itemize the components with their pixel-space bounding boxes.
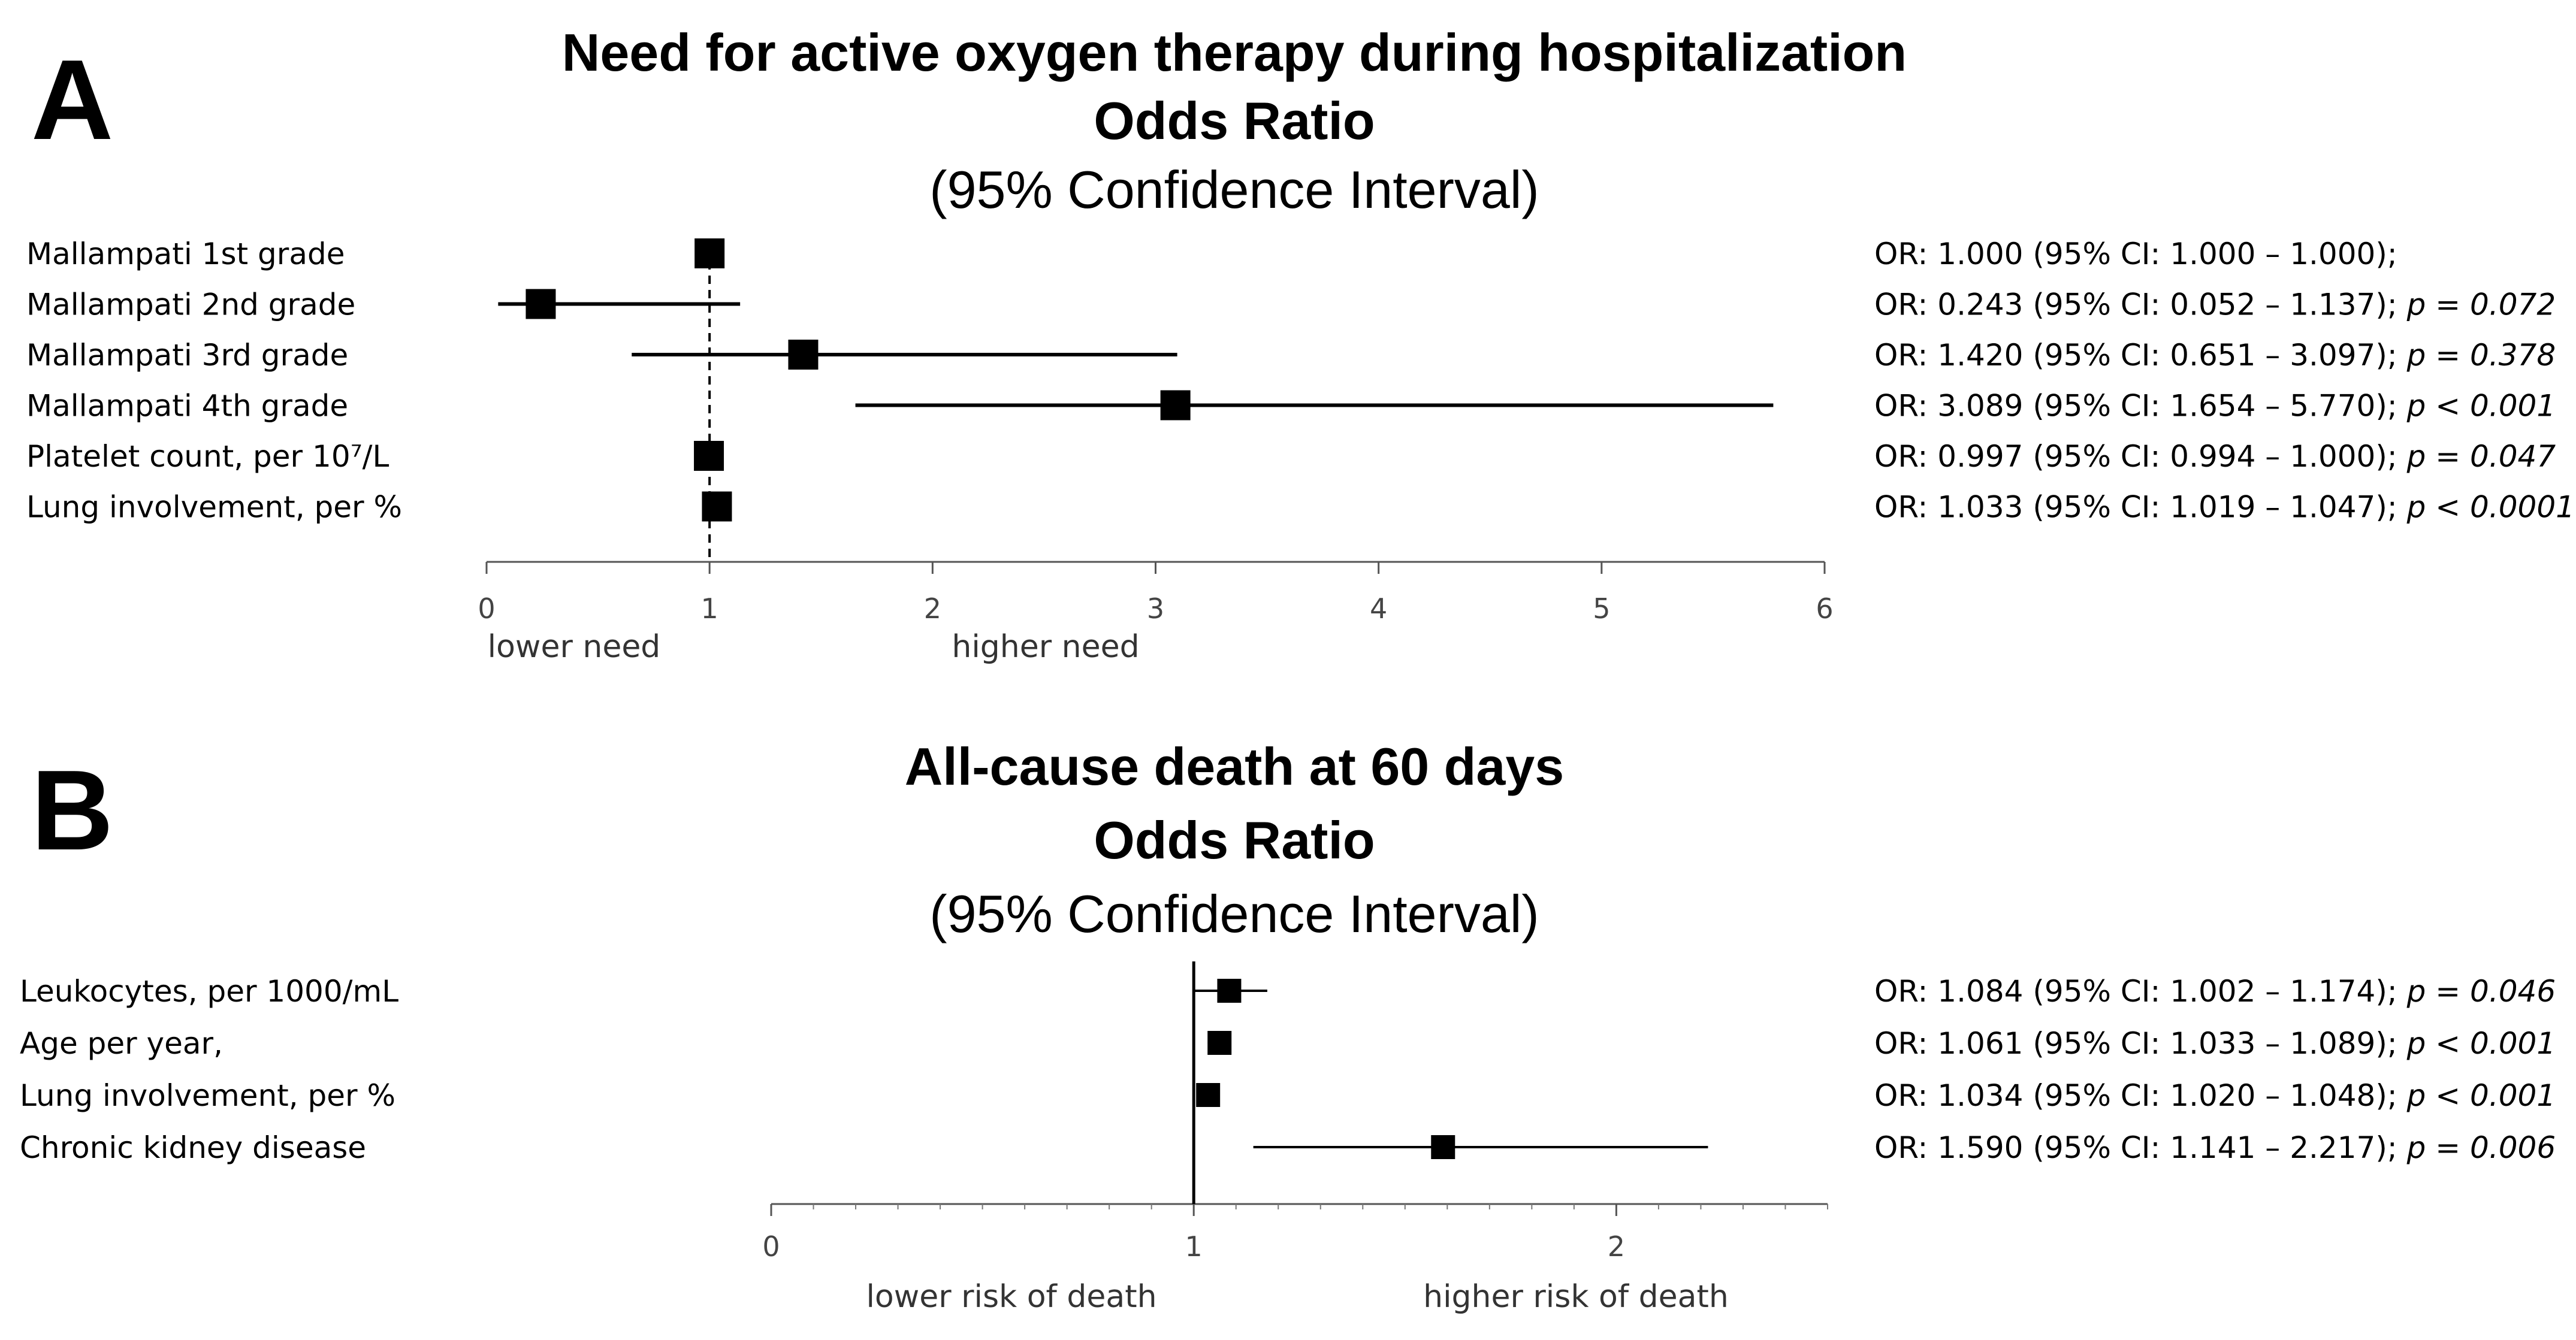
- panel-a-tick-label-4: 4: [1370, 592, 1387, 625]
- panel-b-row-label: Leukocytes, per 1000/mL: [20, 974, 398, 1009]
- panel-b-or-marker: [1196, 1083, 1221, 1107]
- panel-a-row-annotation: OR: 0.997 (95% CI: 0.994 – 1.000); p = 0…: [1874, 439, 2556, 474]
- panel-a-row-annotation: OR: 0.243 (95% CI: 0.052 – 1.137); p = 0…: [1874, 288, 2556, 322]
- panel-a-tick-label-2: 2: [924, 592, 941, 625]
- panel-a-row-label: Lung involvement, per %: [26, 490, 402, 525]
- panel-a-title-line-1: Need for active oxygen therapy during ho…: [562, 23, 1907, 82]
- annotation-or-ci: OR: 0.243 (95% CI: 0.052 – 1.137);: [1874, 288, 2407, 322]
- panel-a-title-line-3: (95% Confidence Interval): [929, 160, 1539, 219]
- panel-a-row-annotation: OR: 1.420 (95% CI: 0.651 – 3.097); p = 0…: [1874, 338, 2556, 373]
- panel-a-forest-plot: 0 1 2 3 4 5 6 Mallampati 1st grade OR: 1.000 (95…: [26, 237, 2575, 665]
- panel-a-row-label: Platelet count, per 10⁷/L: [26, 439, 389, 474]
- panel-b-row-label: Chronic kidney disease: [20, 1130, 366, 1165]
- annotation-or-ci: OR: 1.033 (95% CI: 1.019 – 1.047);: [1874, 490, 2407, 525]
- panel-a-row-label: Mallampati 2nd grade: [26, 288, 355, 322]
- annotation-or-ci: OR: 1.084 (95% CI: 1.002 – 1.174);: [1874, 974, 2407, 1009]
- annotation-p-value: p = 0.378: [2406, 338, 2556, 373]
- panel-b-row-annotation: OR: 1.590 (95% CI: 1.141 – 2.217); p = 0…: [1874, 1130, 2556, 1165]
- panel-b-forest-plot: 0 1 2 Leukocytes, per 1000/mL OR: 1.084 (95%…: [20, 961, 2556, 1315]
- panel-b-title-line-2: Odds Ratio: [1094, 810, 1375, 870]
- panel-letter-b: B: [31, 747, 113, 874]
- panel-a-or-marker: [1160, 390, 1191, 421]
- annotation-or-ci: OR: 1.000 (95% CI: 1.000 – 1.000);: [1874, 237, 2397, 271]
- panel-b-row-annotation: OR: 1.061 (95% CI: 1.033 – 1.089); p < 0…: [1874, 1026, 2556, 1061]
- annotation-or-ci: OR: 1.034 (95% CI: 1.020 – 1.048);: [1874, 1078, 2407, 1113]
- annotation-or-ci: OR: 0.997 (95% CI: 0.994 – 1.000);: [1874, 439, 2407, 474]
- annotation-p-value: p < 0.001: [2406, 1026, 2556, 1061]
- panel-b-row-annotation: OR: 1.084 (95% CI: 1.002 – 1.174); p = 0…: [1874, 974, 2556, 1009]
- panel-a-tick-label-6: 6: [1816, 592, 1833, 625]
- panel-a-or-marker: [694, 441, 724, 471]
- panel-b-tick-label-0: 0: [762, 1230, 780, 1263]
- panel-b-or-marker: [1207, 1031, 1232, 1055]
- panel-b-row-label: Lung involvement, per %: [20, 1078, 395, 1113]
- panel-b-row-annotation: OR: 1.034 (95% CI: 1.020 – 1.048); p < 0…: [1874, 1078, 2556, 1113]
- panel-a-row-label: Mallampati 4th grade: [26, 389, 348, 424]
- annotation-p-value: p < 0.001: [2406, 389, 2556, 424]
- panel-a-tick-label-5: 5: [1593, 592, 1610, 625]
- panel-b-direction-higher: higher risk of death: [1423, 1279, 1729, 1315]
- annotation-or-ci: OR: 1.590 (95% CI: 1.141 – 2.217);: [1874, 1130, 2407, 1165]
- panel-b-direction-lower: lower risk of death: [866, 1279, 1156, 1315]
- panel-b-or-marker: [1431, 1135, 1455, 1159]
- annotation-p-value: p < 0.001: [2406, 1078, 2556, 1113]
- annotation-p-value: p = 0.072: [2406, 288, 2556, 322]
- panel-a-row-label: Mallampati 3rd grade: [26, 338, 348, 373]
- annotation-p-value: p < 0.0001: [2406, 490, 2575, 525]
- panel-a-row-annotation: OR: 3.089 (95% CI: 1.654 – 5.770); p < 0…: [1874, 389, 2556, 424]
- panel-a-row-annotation: OR: 1.033 (95% CI: 1.019 – 1.047); p < 0…: [1874, 490, 2575, 525]
- panel-b-or-marker: [1217, 979, 1242, 1003]
- panel-b-title-line-3: (95% Confidence Interval): [929, 884, 1539, 943]
- panel-b-tick-label-1: 1: [1185, 1230, 1203, 1263]
- annotation-or-ci: OR: 1.420 (95% CI: 0.651 – 3.097);: [1874, 338, 2407, 373]
- panel-a-or-marker: [694, 238, 725, 268]
- panel-a-or-marker: [702, 491, 732, 522]
- panel-a-tick-label-3: 3: [1147, 592, 1164, 625]
- panel-a-or-marker: [526, 289, 556, 319]
- annotation-p-value: p = 0.006: [2406, 1130, 2556, 1165]
- annotation-p-value: p = 0.047: [2406, 439, 2556, 474]
- panel-b-title-line-1: All-cause death at 60 days: [905, 737, 1564, 796]
- panel-a-direction-lower: lower need: [488, 629, 661, 665]
- annotation-or-ci: OR: 3.089 (95% CI: 1.654 – 5.770);: [1874, 389, 2407, 424]
- panel-a-title-line-2: Odds Ratio: [1094, 91, 1375, 150]
- panel-a-row-label: Mallampati 1st grade: [26, 237, 345, 271]
- panel-a-direction-higher: higher need: [952, 629, 1139, 665]
- panel-a-tick-label-1: 1: [701, 592, 718, 625]
- panel-b-row-label: Age per year,: [20, 1026, 223, 1061]
- panel-a-row-annotation: OR: 1.000 (95% CI: 1.000 – 1.000);: [1874, 237, 2397, 271]
- panel-a-tick-label-0: 0: [478, 592, 495, 625]
- panel-b-tick-label-2: 2: [1608, 1230, 1625, 1263]
- annotation-or-ci: OR: 1.061 (95% CI: 1.033 – 1.089);: [1874, 1026, 2407, 1061]
- panel-a-or-marker: [788, 340, 819, 370]
- panel-letter-a: A: [31, 37, 113, 164]
- annotation-p-value: p = 0.046: [2406, 974, 2556, 1009]
